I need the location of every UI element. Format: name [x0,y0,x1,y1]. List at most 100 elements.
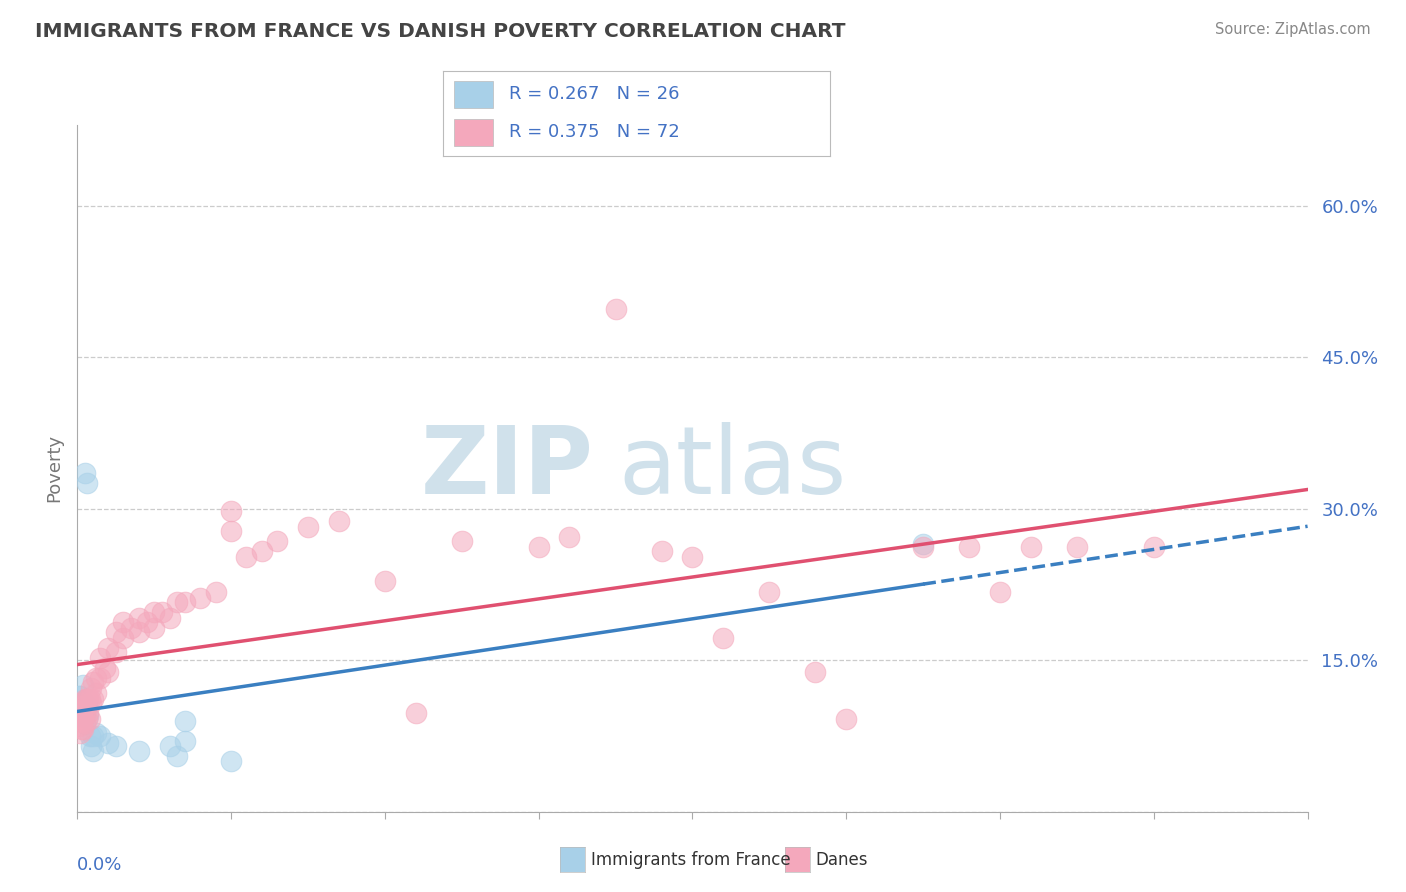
Point [89,672,111,686]
Point [188,591,212,605]
Point [711,631,734,645]
Text: Immigrants from France: Immigrants from France [591,851,790,869]
Text: IMMIGRANTS FROM FRANCE VS DANISH POVERTY CORRELATION CHART: IMMIGRANTS FROM FRANCE VS DANISH POVERTY… [35,22,845,41]
Point [605,301,627,316]
Point [219,504,242,518]
Point [558,530,581,544]
Point [84,672,107,686]
Point [73,715,96,730]
Point [82,729,104,743]
Point [135,615,157,629]
Point [76,691,98,706]
Point [450,534,472,549]
Point [804,665,827,680]
Bar [454,80,494,108]
Point [527,540,550,554]
Point [73,706,96,720]
Text: R = 0.375   N = 72: R = 0.375 N = 72 [509,123,679,141]
Point [67,689,90,703]
Point [912,540,935,554]
Point [84,685,107,699]
Point [97,736,120,750]
Point [988,584,1011,599]
Point [70,708,93,723]
Point [70,714,93,728]
Point [72,712,94,726]
Point [79,691,101,706]
Point [219,524,242,538]
Point [70,704,93,718]
Point [79,729,101,743]
Point [174,594,197,608]
Point [82,744,104,758]
Point [120,621,142,635]
Point [84,726,107,740]
Point [159,611,181,625]
Point [297,520,319,534]
Point [72,698,94,713]
Point [405,706,427,720]
Point [104,645,127,659]
Point [70,722,93,736]
Point [250,544,273,558]
Point [97,665,120,680]
Text: atlas: atlas [619,422,846,515]
Point [80,696,103,710]
Point [77,708,100,723]
Point [128,744,150,758]
Point [204,584,226,599]
Point [72,722,94,736]
Point [76,476,98,491]
Point [89,729,111,743]
Point [76,698,98,713]
Point [79,712,101,726]
Point [143,605,166,619]
Point [72,693,94,707]
Point [69,696,91,710]
Point [80,739,103,753]
Point [80,681,103,696]
Point [174,734,197,748]
Point [77,706,100,720]
Point [682,550,704,565]
Text: 0.0%: 0.0% [77,856,122,874]
Point [174,714,197,728]
Text: Source: ZipAtlas.com: Source: ZipAtlas.com [1215,22,1371,37]
Point [166,749,188,764]
Point [82,675,104,690]
Point [76,712,98,726]
Point [374,574,396,589]
Point [104,624,127,639]
Point [69,726,91,740]
Point [1066,540,1088,554]
Point [69,712,91,726]
Point [1019,540,1042,554]
Text: ZIP: ZIP [422,422,595,515]
Point [328,514,350,528]
Point [112,615,135,629]
Text: Danes: Danes [815,851,868,869]
Point [73,467,96,481]
Point [104,739,127,753]
Point [67,708,90,723]
Point [166,594,188,608]
Point [957,540,980,554]
Point [219,754,242,768]
Point [112,631,135,645]
Text: R = 0.267   N = 26: R = 0.267 N = 26 [509,86,679,103]
Point [835,712,858,726]
Y-axis label: Poverty: Poverty [45,434,63,502]
Point [82,691,104,706]
Point [73,708,96,723]
Bar [454,119,494,146]
Point [758,584,780,599]
Point [1143,540,1166,554]
Point [70,698,93,713]
Point [67,719,90,733]
Point [128,624,150,639]
Point [159,739,181,753]
Point [912,537,935,551]
Point [128,611,150,625]
Point [97,641,120,656]
Point [94,661,117,675]
